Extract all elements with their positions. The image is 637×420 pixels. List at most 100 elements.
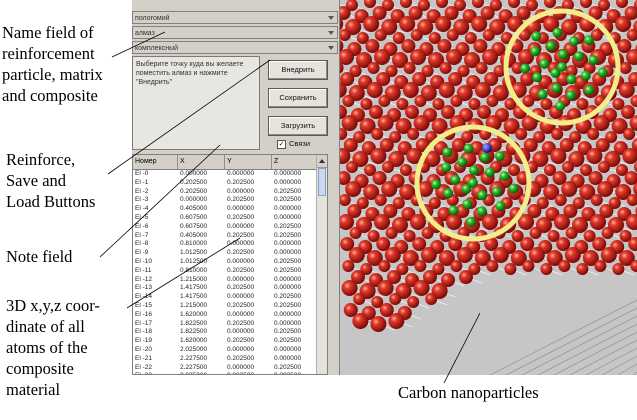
table-row[interactable]: El -19 1.620000 0.202500 0.202500 [133, 337, 327, 346]
table-row[interactable]: El -0 0.000000 0.000000 0.000000 [133, 170, 327, 179]
matrix-atom [461, 131, 474, 143]
table-row[interactable]: El -11 0.810000 0.202500 0.202500 [133, 267, 327, 276]
matrix-atom [374, 194, 387, 206]
carbon-atom [557, 62, 567, 72]
matrix-atom [464, 32, 477, 44]
matrix-atom [504, 98, 517, 110]
table-row[interactable]: El -20 2.025000 0.000000 0.000000 [133, 346, 327, 355]
matrix-atom [474, 250, 491, 266]
name-field-matrix[interactable]: алмаз [132, 26, 338, 39]
table-cell: 0.000000 [227, 187, 255, 195]
table-row[interactable]: El -16 1.620000 0.000000 0.000000 [133, 311, 327, 320]
table-row[interactable]: El -2 0.202500 0.000000 0.202500 [133, 188, 327, 197]
checkbox-box[interactable]: ✓ [277, 139, 286, 149]
carbon-atom [584, 85, 595, 96]
table-row[interactable]: El -10 1.012500 0.000000 0.202500 [133, 258, 327, 267]
table-row[interactable]: El -9 1.012500 0.202500 0.000000 [133, 249, 327, 258]
scroll-thumb[interactable] [318, 168, 326, 196]
matrix-atom [618, 250, 635, 266]
table-row[interactable]: El -7 0.405000 0.202500 0.202500 [133, 232, 327, 241]
matrix-atom [360, 263, 373, 275]
column-header[interactable]: Номер [133, 155, 178, 169]
vertical-scrollbar[interactable] [316, 155, 327, 374]
carbon-atom [583, 35, 594, 46]
table-cell: 0.202500 [227, 354, 255, 362]
matrix-atom [379, 138, 394, 152]
table-cell: 0.202500 [227, 249, 255, 257]
carbon-atom [558, 49, 569, 60]
table-row[interactable]: El -15 1.215000 0.202500 0.202500 [133, 302, 327, 311]
bonds-checkbox[interactable]: ✓ Связи [277, 139, 311, 149]
atom-canvas[interactable] [340, 0, 637, 375]
carbon-atom [565, 90, 576, 101]
table-row[interactable]: El -3 0.000000 0.202500 0.202500 [133, 196, 327, 205]
table-cell: 0.000000 [274, 213, 302, 221]
carbon-atom [555, 101, 566, 111]
matrix-atom [441, 105, 455, 119]
note-field[interactable]: Выберите точку куда вы желаете поместить… [132, 56, 260, 150]
matrix-atom [370, 148, 387, 164]
matrix-atom [576, 98, 589, 110]
table-row[interactable]: El -5 0.607500 0.202500 0.000000 [133, 214, 327, 223]
matrix-atom [480, 6, 495, 20]
table-cell: 0.202500 [274, 196, 302, 204]
name-field-composite[interactable]: комплексный [132, 41, 338, 54]
matrix-atom [583, 230, 596, 242]
matrix-atom [556, 237, 571, 251]
table-row[interactable]: El -14 1.417500 0.000000 0.202500 [133, 293, 327, 302]
table-cell: 0.202500 [274, 222, 302, 230]
matrix-atom [492, 247, 509, 263]
carbon-atom [441, 162, 452, 173]
matrix-atom [387, 270, 401, 284]
table-cell: El -19 [135, 337, 152, 345]
load-button[interactable]: Загрузить [268, 116, 328, 136]
matrix-atom [340, 29, 351, 41]
matrix-atom [381, 181, 398, 197]
table-row[interactable]: El -21 2.227500 0.202500 0.000000 [133, 355, 327, 364]
table-cell: 0.202500 [180, 178, 208, 186]
table-cell: El -14 [135, 293, 152, 301]
matrix-atom [597, 181, 614, 197]
matrix-atom [626, 194, 637, 206]
annotation-coords: 3D x,y,z coor- dinate of all atoms of th… [6, 296, 100, 399]
carbon-atom [463, 143, 474, 154]
column-header[interactable]: Y [225, 155, 272, 169]
column-header[interactable]: X [178, 155, 225, 169]
matrix-atom [565, 227, 578, 239]
scroll-up-icon[interactable] [317, 155, 327, 168]
table-row[interactable]: El -4 0.405000 0.000000 0.000000 [133, 205, 327, 214]
matrix-atom [621, 105, 635, 119]
matrix-atom [438, 82, 455, 98]
annotation-name-field: Name field of reinforcement particle, ma… [2, 23, 103, 105]
table-row[interactable]: El -8 0.810000 0.000000 0.000000 [133, 240, 327, 249]
matrix-atom [617, 39, 632, 53]
table-row[interactable]: El -22 2.227500 0.000000 0.202500 [133, 364, 327, 373]
table-row[interactable]: El -1 0.202500 0.202500 0.000000 [133, 179, 327, 188]
table-cell: 0.000000 [227, 205, 255, 213]
column-header[interactable]: Z [272, 155, 318, 169]
table-row[interactable]: El -6 0.607500 0.000000 0.202500 [133, 223, 327, 232]
carbon-atom [569, 36, 579, 47]
name-field-particle[interactable]: пологомий [132, 11, 338, 24]
matrix-atom [374, 49, 390, 65]
atom-3d-view[interactable] [340, 0, 637, 375]
matrix-atom [341, 115, 358, 131]
carbon-atom [499, 171, 510, 182]
matrix-atom [365, 39, 380, 53]
carbon-atom [457, 157, 468, 167]
save-button[interactable]: Сохранить [268, 88, 328, 108]
reinforce-button[interactable]: Внедрить [268, 60, 328, 80]
matrix-atom [345, 181, 362, 197]
table-cell: 0.202500 [274, 328, 302, 336]
matrix-atom [410, 49, 426, 65]
table-row[interactable]: El -18 1.822500 0.000000 0.202500 [133, 328, 327, 337]
matrix-atom [612, 98, 625, 110]
table-row[interactable]: El -13 1.417500 0.202500 0.000000 [133, 284, 327, 293]
table-cell: El -21 [135, 354, 152, 362]
table-cell: 1.822500 [180, 319, 208, 327]
matrix-atom [450, 260, 463, 272]
matrix-atom [372, 171, 387, 185]
table-row[interactable]: El -12 1.215000 0.000000 0.000000 [133, 276, 327, 285]
table-row[interactable]: El -17 1.822500 0.202500 0.000000 [133, 320, 327, 329]
